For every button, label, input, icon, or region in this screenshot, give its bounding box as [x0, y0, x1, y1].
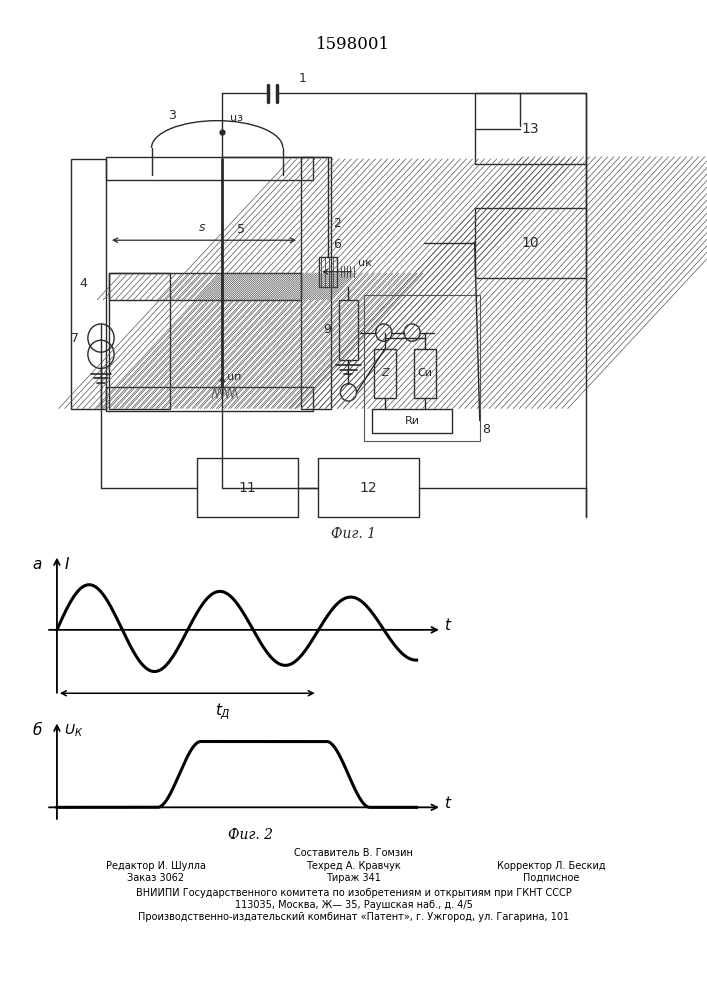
Text: Составитель В. Гомзин: Составитель В. Гомзин	[294, 848, 413, 858]
Text: 7: 7	[71, 332, 78, 345]
Text: 5: 5	[238, 223, 245, 236]
Text: 2: 2	[333, 217, 341, 230]
Text: s: s	[199, 221, 205, 234]
Text: Фиг. 2: Фиг. 2	[228, 828, 274, 842]
Bar	[106, 387, 313, 411]
Text: Техред А. Кравчук: Техред А. Кравчук	[306, 861, 401, 871]
Bar	[106, 157, 313, 180]
Text: 6: 6	[333, 238, 341, 251]
Bar	[109, 273, 170, 409]
Text: 113035, Москва, Ж— 35, Раушская наб., д. 4/5: 113035, Москва, Ж— 35, Раушская наб., д.…	[235, 900, 472, 910]
Text: 1598001: 1598001	[317, 36, 390, 53]
Text: ВНИИПИ Государственного комитета по изобретениям и открытиям при ГКНТ СССР: ВНИИПИ Государственного комитета по изоб…	[136, 888, 571, 898]
Text: Корректор Л. Бескид: Корректор Л. Бескид	[497, 861, 606, 871]
Text: 9: 9	[323, 323, 332, 336]
Bar	[71, 159, 106, 409]
Text: б: б	[33, 723, 42, 738]
Bar	[319, 257, 337, 287]
Text: Подписное: Подписное	[523, 873, 580, 883]
Bar	[301, 157, 332, 409]
Text: $t_{Д}$: $t_{Д}$	[216, 702, 231, 722]
Text: 13: 13	[522, 122, 539, 136]
Text: t: t	[443, 796, 450, 811]
Text: uз: uз	[230, 113, 243, 123]
Bar	[374, 349, 396, 398]
Text: uп: uп	[227, 372, 242, 382]
Text: 10: 10	[522, 236, 539, 250]
Text: Rи: Rи	[404, 416, 419, 426]
Text: Тираж 341: Тираж 341	[326, 873, 381, 883]
Text: 1: 1	[299, 72, 307, 85]
Text: t: t	[443, 618, 450, 633]
Bar	[363, 295, 480, 441]
Text: Cи: Cи	[418, 368, 433, 378]
Text: 3: 3	[168, 109, 175, 122]
Text: a: a	[33, 557, 42, 572]
Text: Z: Z	[381, 368, 389, 378]
Text: I: I	[64, 557, 69, 572]
Bar	[474, 93, 586, 164]
Bar	[372, 409, 452, 433]
Text: 4: 4	[79, 277, 87, 290]
Text: Фиг. 1: Фиг. 1	[331, 527, 376, 541]
Text: 12: 12	[360, 481, 378, 494]
Bar	[318, 458, 419, 517]
Text: Заказ 3062: Заказ 3062	[127, 873, 184, 883]
Text: $U_{К}$: $U_{К}$	[64, 723, 83, 739]
Bar	[197, 458, 298, 517]
Text: 11: 11	[238, 481, 257, 494]
Bar	[474, 208, 586, 278]
Text: Производственно-издательский комбинат «Патент», г. Ужгород, ул. Гагарина, 101: Производственно-издательский комбинат «П…	[138, 912, 569, 922]
Text: Редактор И. Шулла: Редактор И. Шулла	[105, 861, 206, 871]
Bar	[339, 300, 358, 360]
Bar	[109, 273, 301, 300]
Text: uк: uк	[358, 258, 371, 268]
Text: 8: 8	[481, 423, 490, 436]
Bar	[414, 349, 436, 398]
